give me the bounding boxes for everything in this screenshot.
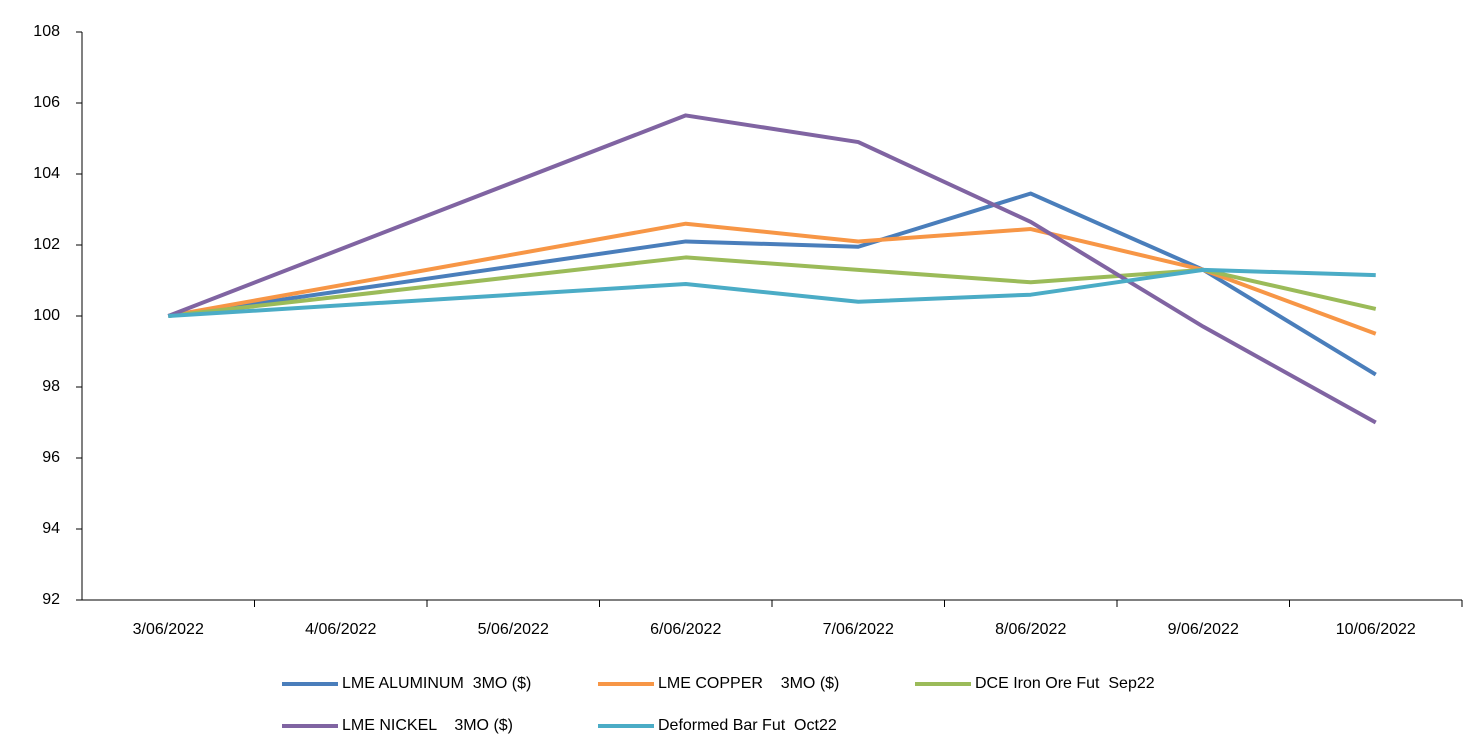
x-tick-label: 8/06/2022 <box>995 621 1066 638</box>
x-tick-label: 10/06/2022 <box>1336 621 1416 638</box>
series-line <box>168 255 1377 318</box>
x-tick-label: 7/06/2022 <box>823 621 894 638</box>
y-tick-label: 102 <box>33 236 60 253</box>
legend-label: LME ALUMINUM 3MO ($) <box>342 675 531 692</box>
x-tick-label: 4/06/2022 <box>305 621 376 638</box>
y-tick-label: 98 <box>42 378 60 395</box>
legend-label: Deformed Bar Fut Oct22 <box>658 717 837 734</box>
series-line <box>167 191 1377 377</box>
y-tick-label: 100 <box>33 307 60 324</box>
x-tick-label: 6/06/2022 <box>650 621 721 638</box>
y-tick-label: 94 <box>42 520 60 537</box>
y-tick-label: 96 <box>42 449 60 466</box>
series-line <box>167 113 1377 425</box>
legend-label: LME COPPER 3MO ($) <box>658 675 839 692</box>
legend-label: DCE Iron Ore Fut Sep22 <box>975 675 1155 692</box>
y-tick-label: 104 <box>33 165 60 182</box>
x-tick-label: 5/06/2022 <box>478 621 549 638</box>
x-tick-label: 3/06/2022 <box>133 621 204 638</box>
x-tick-label: 9/06/2022 <box>1168 621 1239 638</box>
y-tick-label: 108 <box>33 23 60 40</box>
legend-label: LME NICKEL 3MO ($) <box>342 717 513 734</box>
series-line <box>167 221 1377 336</box>
series-line <box>168 267 1376 318</box>
y-tick-label: 106 <box>33 94 60 111</box>
y-tick-label: 92 <box>42 591 60 608</box>
